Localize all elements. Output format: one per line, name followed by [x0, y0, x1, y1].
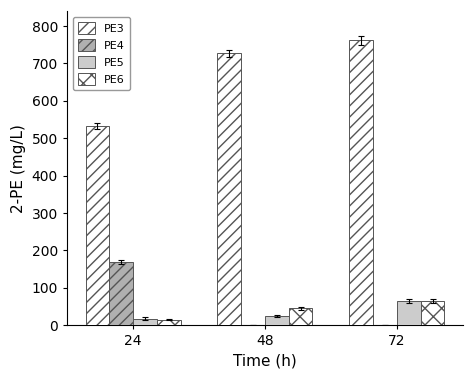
Bar [109, 262, 133, 325]
Bar [133, 318, 157, 325]
Y-axis label: 2-PE (mg/L): 2-PE (mg/L) [11, 124, 26, 213]
Bar [85, 126, 109, 325]
Bar [157, 320, 181, 325]
Bar [397, 301, 420, 325]
Bar [218, 53, 241, 325]
Bar [265, 316, 289, 325]
Legend: PE3, PE4, PE5, PE6: PE3, PE4, PE5, PE6 [73, 17, 130, 90]
Bar [420, 301, 445, 325]
Bar [349, 40, 373, 325]
X-axis label: Time (h): Time (h) [233, 354, 297, 369]
Bar [289, 309, 312, 325]
